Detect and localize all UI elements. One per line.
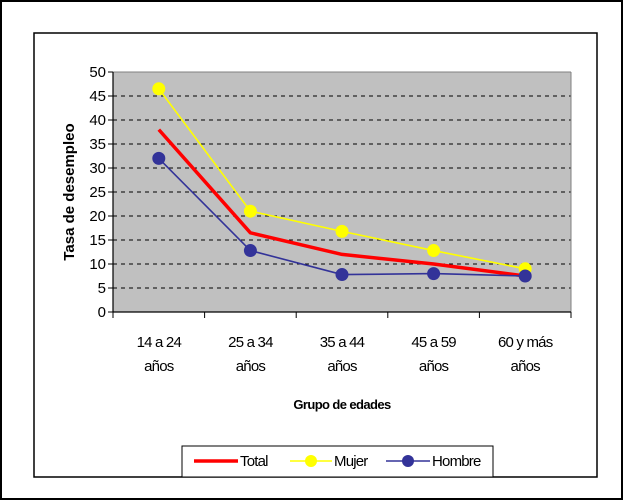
y-tick-label: 10 xyxy=(89,256,106,273)
x-tick-label: 35 a 44 xyxy=(320,334,365,351)
legend-label: Total xyxy=(240,453,268,470)
x-tick-label: 45 a 59 xyxy=(411,334,456,351)
legend-marker xyxy=(402,455,414,467)
data-point-mujer xyxy=(335,224,349,238)
y-axis-ticks: 0 5 10 15 20 25 30 35 40 45 50 xyxy=(89,64,113,321)
y-tick-label: 15 xyxy=(89,232,106,249)
legend: Total Mujer Hombre xyxy=(194,453,482,470)
axes xyxy=(112,71,572,313)
y-tick-label: 35 xyxy=(89,136,106,153)
y-tick-label: 5 xyxy=(98,280,106,297)
series-line-total xyxy=(157,128,526,278)
data-point-hombre xyxy=(335,268,349,282)
series-layer xyxy=(152,82,532,283)
x-tick-label: años xyxy=(236,358,266,375)
x-tick-label: 14 a 24 xyxy=(137,334,182,351)
legend-label: Hombre xyxy=(432,453,481,470)
series-mujer xyxy=(152,82,532,276)
y-tick-label: 40 xyxy=(89,112,106,129)
y-axis-title: Tasa de desempleo xyxy=(61,123,78,260)
y-tick-label: 50 xyxy=(89,64,106,81)
x-tick-label: 60 y más xyxy=(498,334,553,351)
legend-item-hombre: Hombre xyxy=(386,453,482,470)
data-point-hombre xyxy=(518,269,532,283)
y-tick-label: 30 xyxy=(89,160,106,177)
data-point-hombre xyxy=(427,267,441,281)
legend-item-mujer: Mujer xyxy=(290,453,369,470)
data-point-mujer xyxy=(243,204,257,218)
series-total xyxy=(157,128,526,278)
x-tick-label: años xyxy=(327,358,357,375)
x-tick-label: años xyxy=(419,358,449,375)
y-tick-label: 45 xyxy=(89,88,106,105)
y-tick-label: 0 xyxy=(98,304,106,321)
series-hombre xyxy=(152,151,532,283)
legend-label: Mujer xyxy=(334,453,368,470)
x-tick-label: años xyxy=(144,358,174,375)
legend-marker xyxy=(305,455,317,467)
x-axis-title: Grupo de edades xyxy=(293,397,391,412)
x-tick-label: 25 a 34 xyxy=(228,334,273,351)
data-point-hombre xyxy=(152,151,166,165)
data-point-mujer xyxy=(152,82,166,96)
data-point-hombre xyxy=(243,244,257,258)
legend-item-total: Total xyxy=(194,453,269,470)
y-tick-label: 25 xyxy=(89,184,106,201)
y-tick-label: 20 xyxy=(89,208,106,225)
data-point-mujer xyxy=(427,244,441,258)
x-tick-label: años xyxy=(511,358,541,375)
x-axis-ticks: 14 a 24 años 25 a 34 años 35 a 44 años 45 a 59… xyxy=(112,312,572,375)
